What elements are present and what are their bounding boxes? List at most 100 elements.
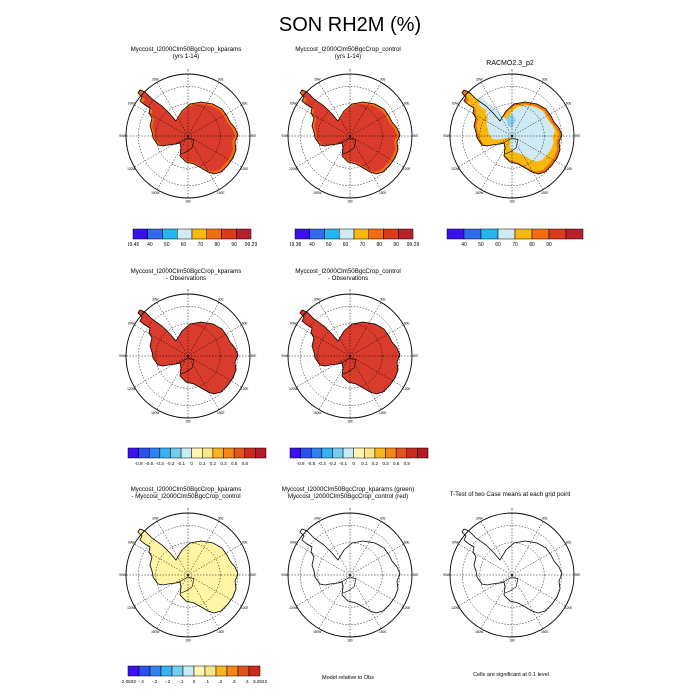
panel-6-title-line2: - Myccost_I2000Clm50BgcCrop_control xyxy=(131,492,241,500)
longitude-line xyxy=(511,104,566,137)
lon-label: 120E xyxy=(403,167,410,171)
colorbar-tick-label: -0.5 xyxy=(307,461,315,466)
colorbar-swatch xyxy=(244,447,256,459)
panel-5-title-line2: - Observations xyxy=(327,274,369,282)
colorbar-swatch xyxy=(233,447,246,459)
longitude-line xyxy=(511,82,544,137)
ice-shelf-line xyxy=(175,357,195,375)
colorbar-swatch xyxy=(202,447,214,459)
colorbar-swatch xyxy=(383,228,399,240)
colorbar-tick-label: 50 xyxy=(478,242,484,248)
colorbar-swatch xyxy=(548,228,567,240)
colorbar-tick-label: 70 xyxy=(360,242,366,248)
colorbar-swatch xyxy=(236,228,252,240)
longitude-line xyxy=(156,302,189,357)
colorbar-tick-label: 0 xyxy=(193,679,196,684)
lon-label: 150E xyxy=(541,191,548,195)
ice-shelf-line xyxy=(499,137,519,155)
lon-label: 30W xyxy=(476,77,483,81)
colorbar-swatch xyxy=(212,447,224,459)
longitude-line xyxy=(318,302,351,357)
colorbar-tick-label: 60 xyxy=(181,242,187,248)
lon-label: 30W xyxy=(152,77,159,81)
lon-label: 60E xyxy=(404,540,410,544)
lon-label: 60E xyxy=(404,321,410,325)
colorbar-swatch xyxy=(463,228,482,240)
colorbar-tick-label: -.2 xyxy=(165,679,171,684)
longitude-line xyxy=(349,135,404,168)
map-border xyxy=(449,512,575,638)
lon-label: 30W xyxy=(152,297,159,301)
colorbar-swatch xyxy=(324,228,340,240)
map-panel-kparams-minus-control: 0 30E 60E 90E 120E 150E 180 150W 120W 90W 60W 30W xyxy=(119,508,256,643)
colorbar-tick-label: 0.1 xyxy=(199,461,206,466)
lon-label: 60W xyxy=(290,321,297,325)
lon-label: 30W xyxy=(314,516,321,520)
map-border xyxy=(125,512,251,638)
antarctica-coastline xyxy=(137,309,239,395)
colorbar-swatch xyxy=(255,447,267,459)
latitude-circle xyxy=(317,323,383,389)
colorbar-swatch xyxy=(180,447,192,459)
panel-3-title: RACMO2.3_p2 xyxy=(486,60,534,67)
figure-title: SON RH2M (%) xyxy=(278,14,422,36)
map-panel-kparams: 0 30E 60E 90E 120E 150E 180 150W 120W 90W 60W 30W xyxy=(119,69,256,204)
lon-label: 120W xyxy=(289,167,297,171)
lon-label: 60E xyxy=(404,101,410,105)
panel-1-title: Myccost_I2000Clm50BgcCrop_kparams (yrs 1… xyxy=(86,46,286,60)
lon-label: 120W xyxy=(127,606,135,610)
lon-label: 30E xyxy=(380,297,386,301)
longitude-line xyxy=(511,135,566,168)
colorbar-swatch xyxy=(237,665,250,677)
longitude-line xyxy=(511,574,544,629)
colorbar-swatch xyxy=(147,228,163,240)
longitude-line xyxy=(318,135,351,190)
lon-label: 30W xyxy=(314,77,321,81)
map-panel-kparams-minus-obs: 0 30E 60E 90E 120E 150E 180 150W 120W 90W 60W 30W xyxy=(119,289,257,424)
colorbar-swatch xyxy=(417,447,429,459)
panel-4-title-line2: - Observations xyxy=(165,274,207,282)
colorbar-tick-label: .1 xyxy=(205,679,209,684)
lon-label: 120E xyxy=(403,606,410,610)
colorbar-tick-label: 0.5 xyxy=(231,461,238,466)
latitude-circle xyxy=(155,542,221,608)
lon-label: 90E xyxy=(251,354,257,358)
map-border xyxy=(449,73,575,199)
colorbar-swatch xyxy=(289,447,301,459)
lon-label: 0 xyxy=(349,69,351,73)
colorbar-tick-label: -0.3 xyxy=(318,461,326,466)
lon-label: 90W xyxy=(281,134,288,138)
colorbar-swatch xyxy=(206,228,222,240)
longitude-line xyxy=(480,82,513,137)
lon-label: 150W xyxy=(313,191,321,195)
antarctica-coastline xyxy=(461,89,563,175)
colorbar-tick-label: 3.2622 xyxy=(253,679,267,684)
colorbar-swatch xyxy=(446,228,465,240)
lon-label: 180 xyxy=(185,639,191,643)
longitude-line xyxy=(458,574,513,607)
colorbar-tick-label: 70 xyxy=(198,242,204,248)
colorbar-kparams: 19.45 40 50 60 70 80 90 99.29 xyxy=(128,228,257,248)
lon-label: 150E xyxy=(217,630,224,634)
map-panel-control: 0 30E 60E 90E 120E 150E 180 150W 120W 90W 60W 30W xyxy=(281,69,418,204)
colorbar-tick-label: -0.1 xyxy=(177,461,185,466)
lon-label: 60W xyxy=(128,321,135,325)
colorbar-swatch xyxy=(226,665,239,677)
colorbar-swatch xyxy=(221,228,237,240)
colorbar-tick-label: 0 xyxy=(352,461,355,466)
colorbar-tick-label: 90 xyxy=(546,242,552,248)
note-model-relative: Model relative to Obs xyxy=(322,675,374,681)
colorbar-swatch xyxy=(160,665,173,677)
longitude-line xyxy=(156,135,189,190)
map-panel-control-minus-obs: 0 30E 60E 90E 120E 150E 180 150W 120W 90W 60W 30W xyxy=(281,289,418,424)
longitude-line xyxy=(349,574,382,629)
colorbar-swatch xyxy=(531,228,550,240)
longitude-line xyxy=(349,324,404,357)
colorbar-tick-label: 0.8 xyxy=(242,461,249,466)
colorbar-tick-label: 0.3 xyxy=(220,461,227,466)
colorbar-tick-label: 80 xyxy=(529,242,535,248)
lon-label: 180 xyxy=(509,639,515,643)
ice-shelf-line xyxy=(337,357,357,375)
longitude-line xyxy=(134,355,189,388)
longitude-line xyxy=(187,104,242,137)
